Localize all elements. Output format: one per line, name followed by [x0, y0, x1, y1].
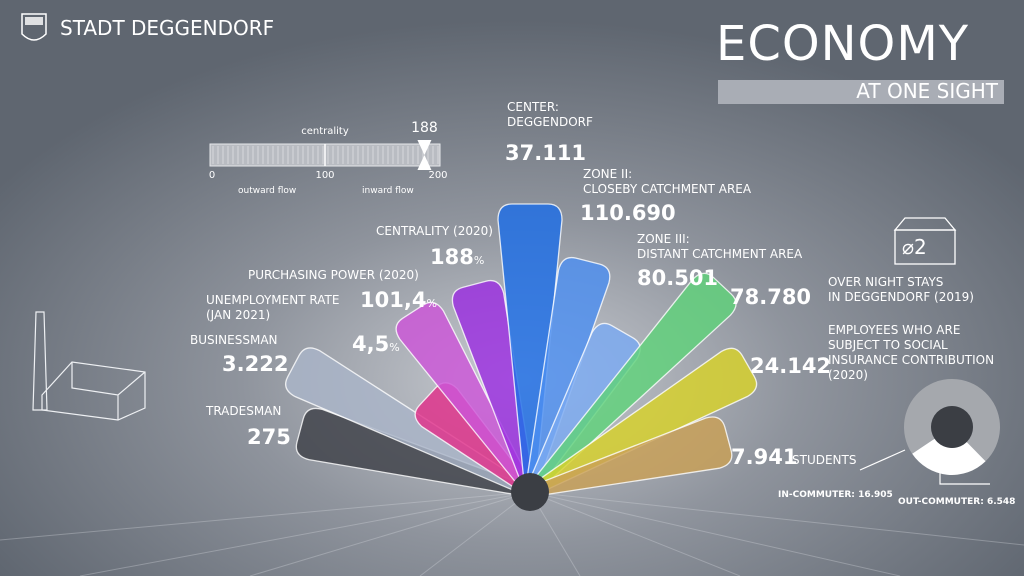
- item-unit: %: [389, 341, 400, 354]
- item-label: UNEMPLOYMENT RATE (JAN 2021): [206, 293, 339, 323]
- out-arrow: [939, 470, 990, 485]
- gauge-tick-label: 200: [428, 170, 448, 181]
- item-value-number: 188: [430, 245, 474, 269]
- fan-pivot: [511, 473, 549, 511]
- item-value-number: 3.222: [222, 352, 289, 376]
- item-value: 101,4%: [360, 287, 437, 313]
- fan-blade: [524, 256, 611, 494]
- commuter-name: IN-COMMUTER:: [778, 490, 855, 500]
- fan-blade: [525, 272, 737, 497]
- item-value: 24.142: [750, 353, 831, 379]
- gauge-tick-label: 0: [208, 170, 216, 181]
- subtitle-band: [718, 80, 1004, 104]
- gauge: [209, 140, 441, 170]
- fan: [285, 203, 758, 498]
- donut-segment: [903, 379, 1000, 462]
- item-label-line: STUDENTS: [792, 453, 857, 467]
- fan-blade: [526, 347, 758, 498]
- fan-blade: [295, 407, 533, 498]
- item-label: PURCHASING POWER (2020): [248, 268, 419, 283]
- item-label-line: ZONE II:: [583, 167, 633, 181]
- item-value-number: 37.111: [505, 141, 587, 165]
- in-arrow: [859, 449, 906, 471]
- city-logo: [21, 13, 47, 41]
- item-value-number: 7.941: [731, 445, 798, 469]
- item-value: 275: [247, 424, 291, 450]
- item-value: 37.111: [505, 140, 586, 166]
- item-unit: %: [473, 254, 485, 267]
- item-value: 110.690: [580, 200, 676, 226]
- item-value: 3.222: [222, 351, 288, 377]
- title: ECONOMY: [716, 16, 970, 72]
- item-label-line: PURCHASING POWER (2020): [248, 268, 419, 282]
- factory-icon: [32, 311, 146, 421]
- commuter-value: 6.548: [986, 497, 1016, 507]
- item-value-number: 275: [247, 425, 291, 449]
- item-label: CENTER: DEGGENDORF: [507, 100, 593, 130]
- house-icon: [893, 217, 957, 265]
- avg-stay: ⌀2: [902, 235, 927, 259]
- item-label: ZONE II: CLOSEBY CATCHMENT AREA: [583, 167, 751, 197]
- item-label-line: CLOSEBY CATCHMENT AREA: [583, 182, 752, 196]
- item-label-line: BUSINESSMAN: [190, 333, 278, 347]
- gauge-value: 188: [411, 120, 438, 136]
- donut-segment: [912, 438, 986, 475]
- floor-lines: [0, 491, 1024, 576]
- commuter-donut: [903, 379, 1000, 475]
- item-label: TRADESMAN: [206, 404, 281, 419]
- item-value-number: 110.690: [580, 201, 676, 225]
- item-value: 188%: [430, 244, 484, 270]
- gauge-label: centrality: [301, 126, 349, 137]
- item-label: CENTRALITY (2020): [376, 224, 493, 239]
- item-label-line: TRADESMAN: [206, 404, 282, 418]
- item-label: ZONE III: DISTANT CATCHMENT AREA: [637, 232, 802, 262]
- item-label-line: CENTER:: [507, 100, 559, 114]
- item-label-line: OVER NIGHT STAYS: [828, 275, 944, 289]
- item-label-line: EMPLOYEES WHO ARE: [828, 323, 961, 337]
- item-label-line: UNEMPLOYMENT RATE: [206, 293, 340, 307]
- item-label-line: (2020): [828, 368, 868, 382]
- item-label-line: SUBJECT TO SOCIAL: [828, 338, 948, 352]
- item-label-line: ZONE III:: [637, 232, 690, 246]
- item-label: BUSINESSMAN: [190, 333, 278, 348]
- item-label-line: DISTANT CATCHMENT AREA: [637, 247, 803, 261]
- gauge-marker: [417, 140, 432, 170]
- commuter-label: OUT-COMMUTER: 6.548: [898, 497, 1015, 508]
- city-name: STADT DEGGENDORF: [60, 16, 275, 40]
- subtitle: AT ONE SIGHT: [856, 79, 998, 103]
- item-label-line: DEGGENDORF: [507, 115, 593, 129]
- item-label-line: IN DEGGENDORF (2019): [828, 290, 974, 304]
- item-label: EMPLOYEES WHO ARE SUBJECT TO SOCIAL INSURA…: [828, 323, 994, 383]
- gauge-right-label: inward flow: [362, 186, 414, 196]
- donut-hole: [931, 406, 973, 448]
- item-value-number: 78.780: [730, 285, 812, 309]
- gauge-left-label: outward flow: [238, 186, 297, 196]
- fan-blade: [451, 279, 536, 495]
- gauge-tick-label: 100: [315, 170, 335, 181]
- item-label-line: (JAN 2021): [206, 308, 271, 322]
- commuter-value: 16.905: [858, 490, 893, 500]
- fan-blade: [527, 416, 733, 498]
- item-value-number: 24.142: [750, 354, 832, 378]
- fan-blade: [497, 203, 563, 493]
- item-value-number: 101,4: [360, 288, 427, 312]
- item-value: 4,5%: [352, 331, 400, 357]
- item-unit: %: [426, 297, 437, 310]
- commuter-name: OUT-COMMUTER:: [898, 497, 984, 507]
- item-value: 78.780: [730, 284, 811, 310]
- item-value-number: 80.501: [637, 266, 719, 290]
- item-value-number: 4,5: [352, 332, 390, 356]
- item-value: 7.941: [731, 444, 797, 470]
- item-label: OVER NIGHT STAYS IN DEGGENDORF (2019): [828, 275, 974, 305]
- item-label: STUDENTS: [792, 453, 856, 468]
- item-value: 80.501: [637, 265, 718, 291]
- item-label-line: INSURANCE CONTRIBUTION: [828, 353, 995, 367]
- item-label-line: CENTRALITY (2020): [376, 224, 493, 238]
- commuter-label: IN-COMMUTER: 16.905: [778, 490, 893, 501]
- fan-blade: [395, 301, 536, 496]
